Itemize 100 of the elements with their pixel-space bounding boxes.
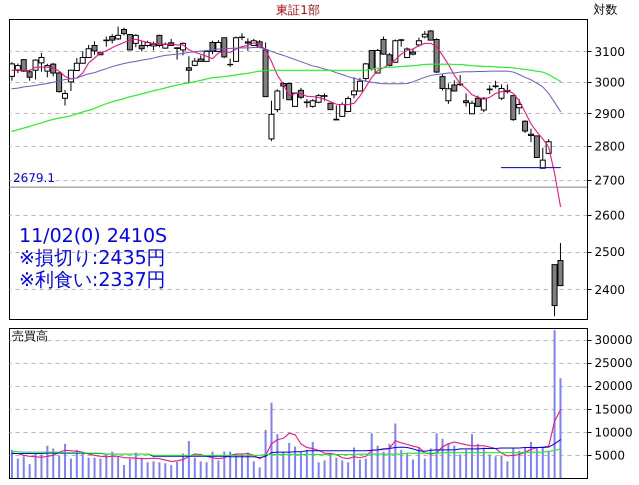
bar xyxy=(335,458,338,478)
bar xyxy=(353,448,356,478)
bar xyxy=(82,452,84,478)
bar xyxy=(318,462,320,478)
bar xyxy=(217,460,220,478)
bar xyxy=(194,458,196,478)
y-tick-label: 2800 xyxy=(594,140,626,154)
bar xyxy=(465,450,468,478)
bar xyxy=(164,463,166,478)
bar xyxy=(176,462,178,478)
candlestick xyxy=(463,92,470,107)
annotation: ※利食い:2337円 xyxy=(19,269,166,291)
bar xyxy=(388,444,390,478)
bar xyxy=(347,462,350,478)
bar xyxy=(500,455,502,478)
y-tick-label: 15000 xyxy=(594,402,633,416)
line-series xyxy=(11,64,561,132)
bar xyxy=(282,452,284,478)
bar xyxy=(40,454,42,478)
bar xyxy=(376,446,379,478)
y-tick-label: 30000 xyxy=(594,333,633,348)
y-tick-label: 20000 xyxy=(594,379,633,394)
bar xyxy=(235,454,238,478)
bar xyxy=(329,454,332,478)
bar xyxy=(188,441,190,478)
chart-title: 東証1部 xyxy=(276,3,320,17)
bar xyxy=(152,461,154,478)
bar xyxy=(488,454,491,478)
bar xyxy=(306,450,308,478)
y-tick-label: 2700 xyxy=(594,173,626,188)
bar xyxy=(206,462,208,478)
bar xyxy=(536,448,538,478)
candlestick xyxy=(333,104,340,121)
bar xyxy=(76,450,78,478)
bar xyxy=(559,378,562,478)
bar xyxy=(341,460,344,478)
bar xyxy=(94,458,96,478)
bar xyxy=(506,461,508,478)
bar xyxy=(146,462,149,478)
bar xyxy=(99,458,102,478)
candlestick xyxy=(26,69,33,82)
candlestick xyxy=(62,90,68,106)
bar xyxy=(240,454,243,478)
bar xyxy=(394,424,396,478)
y-axis-title: 売買高 xyxy=(12,329,48,343)
y-tick-label: 2900 xyxy=(594,106,626,121)
bar xyxy=(134,452,137,478)
bar xyxy=(400,450,402,478)
y-tick-label: 2600 xyxy=(594,208,626,223)
bar xyxy=(459,454,462,478)
bar xyxy=(70,458,72,478)
bar xyxy=(494,456,497,478)
bar xyxy=(512,448,514,478)
line-series xyxy=(11,409,561,462)
bar xyxy=(22,456,25,478)
candlestick xyxy=(186,56,192,84)
bar xyxy=(128,458,131,478)
bar xyxy=(370,433,373,478)
bar xyxy=(382,452,385,478)
bar xyxy=(270,402,272,478)
bar xyxy=(300,452,302,478)
annotation: 11/02(0) 2410S xyxy=(19,225,168,247)
bar xyxy=(58,455,60,478)
bar xyxy=(123,465,126,478)
bar xyxy=(64,444,66,478)
y-tick-label: 25000 xyxy=(594,356,633,370)
bar xyxy=(470,434,473,478)
bar xyxy=(542,446,544,478)
bar xyxy=(34,454,37,478)
line-series xyxy=(11,439,561,458)
bar xyxy=(28,464,31,478)
bar xyxy=(10,450,13,478)
bar xyxy=(170,465,172,478)
bar xyxy=(46,446,48,478)
line-series xyxy=(11,448,561,456)
bar xyxy=(158,462,160,478)
candlestick xyxy=(274,88,280,113)
y-tick-label: 2400 xyxy=(594,282,626,297)
bar xyxy=(200,461,202,478)
bar xyxy=(554,330,556,478)
bar xyxy=(229,452,232,478)
candlestick xyxy=(522,120,528,134)
bar xyxy=(412,460,414,478)
ref-line-label: 2679.1 xyxy=(13,171,55,186)
bar xyxy=(424,458,426,478)
annotation: ※損切り:2435円 xyxy=(19,247,166,269)
bar xyxy=(324,460,326,478)
y-tick-label: 5000 xyxy=(594,448,626,462)
y-axis-title: 対数 xyxy=(594,2,618,16)
y-tick-label: 3100 xyxy=(594,44,626,59)
bar xyxy=(482,448,485,478)
bar xyxy=(140,458,143,478)
bar xyxy=(453,446,456,478)
bar xyxy=(548,450,550,478)
bar xyxy=(105,454,108,478)
bar xyxy=(436,433,438,478)
candlestick xyxy=(540,147,546,169)
bar xyxy=(294,446,296,478)
bar xyxy=(358,460,361,478)
bar xyxy=(364,458,367,478)
